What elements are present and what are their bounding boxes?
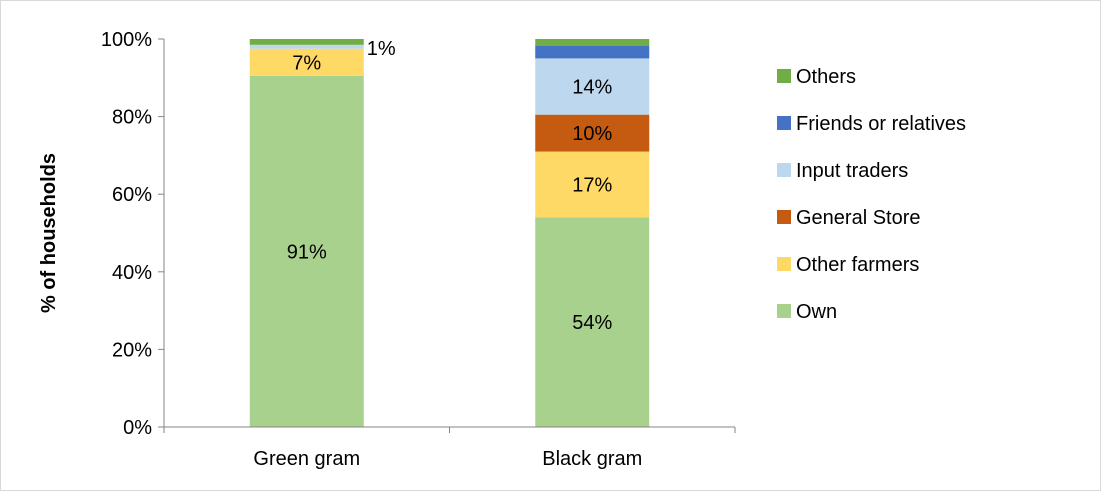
bar-segment bbox=[535, 114, 650, 152]
data-label: 54% bbox=[572, 312, 612, 334]
y-tick-label: 100% bbox=[101, 29, 152, 51]
data-label: 91% bbox=[287, 241, 327, 263]
legend-label: Others bbox=[796, 66, 856, 88]
data-label: 10% bbox=[572, 123, 612, 145]
bar-segment bbox=[535, 45, 650, 59]
data-label: 17% bbox=[572, 175, 612, 197]
y-ticks: 0% 20% 40% 60% 80% 100% bbox=[101, 29, 152, 439]
category-labels: Green gram Black gram bbox=[253, 448, 642, 470]
data-label: 1% bbox=[367, 38, 396, 60]
category-label: Green gram bbox=[253, 448, 360, 470]
axes bbox=[158, 38, 736, 433]
legend-label: Friends or relatives bbox=[796, 113, 966, 135]
legend-swatch bbox=[777, 116, 791, 130]
legend-label: Own bbox=[796, 301, 837, 323]
category-label: Black gram bbox=[542, 448, 642, 470]
bar-segment bbox=[249, 75, 364, 428]
bars bbox=[249, 39, 650, 428]
legend-label: Input traders bbox=[796, 160, 908, 182]
y-tick-label: 80% bbox=[112, 107, 152, 129]
legend-swatch bbox=[777, 69, 791, 83]
bar-segment bbox=[249, 48, 364, 76]
y-tick-label: 0% bbox=[123, 417, 152, 439]
legend-swatch bbox=[777, 210, 791, 224]
legend-swatch bbox=[777, 163, 791, 177]
bar-segment bbox=[535, 58, 650, 115]
y-tick-label: 40% bbox=[112, 262, 152, 284]
data-label: 14% bbox=[572, 77, 612, 99]
y-tick-label: 60% bbox=[112, 184, 152, 206]
legend-label: Other farmers bbox=[796, 254, 919, 276]
bar-segment bbox=[535, 151, 650, 218]
y-axis-title: % of households bbox=[38, 153, 60, 313]
legend-swatch bbox=[777, 257, 791, 271]
y-axis-title-group: % of households bbox=[38, 153, 60, 313]
data-labels: 91% 7% 1% 54% 17% 10% 14% bbox=[287, 38, 613, 334]
y-tick-label: 20% bbox=[112, 339, 152, 361]
bar-segment bbox=[535, 217, 650, 427]
legend: Others Friends or relatives Input traders G… bbox=[777, 66, 966, 323]
legend-swatch bbox=[777, 304, 791, 318]
legend-label: General Store bbox=[796, 207, 921, 229]
data-label: 7% bbox=[292, 52, 321, 74]
bar-segment bbox=[249, 39, 364, 45]
bar-segment bbox=[249, 44, 364, 49]
bar-segment bbox=[535, 39, 650, 46]
